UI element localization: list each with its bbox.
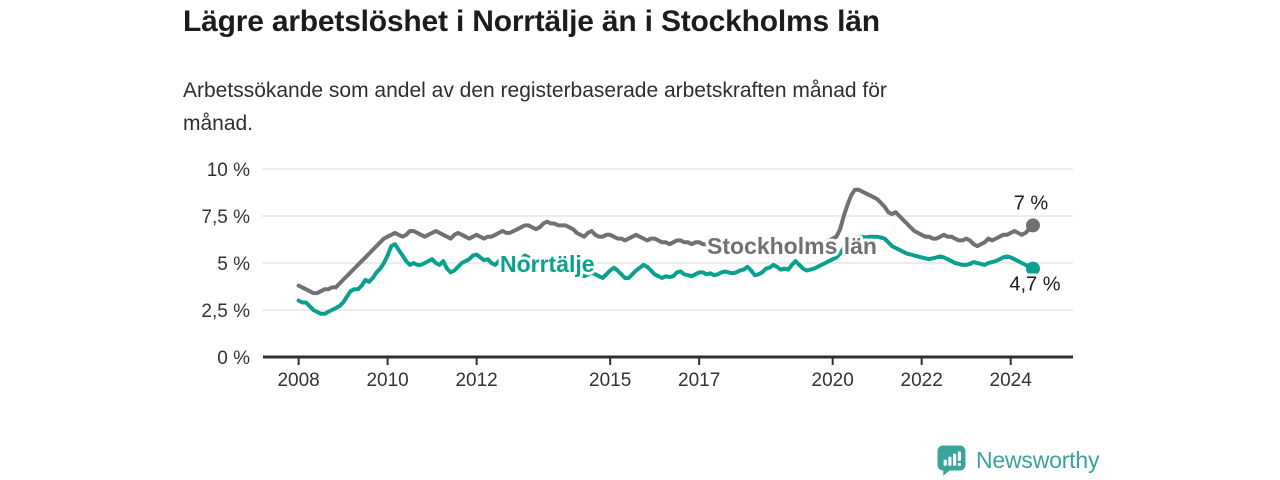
subtitle-line-1: Arbetssökande som andel av den registerb… xyxy=(183,79,887,102)
x-axis-tick-label: 2010 xyxy=(366,370,408,391)
x-axis-group: 2008 2010 2012 2015 2017 2020 2022 2024 xyxy=(263,355,1073,391)
x-axis-tick-label: 2024 xyxy=(990,370,1033,391)
y-axis-tick-label: 5 % xyxy=(217,254,250,275)
x-axis-tick-label: 2017 xyxy=(678,370,720,391)
y-axis-tick-label: 10 % xyxy=(207,160,250,181)
newsworthy-brand-label: Newsworthy xyxy=(976,447,1100,473)
y-axis-tick-label: 0 % xyxy=(217,348,250,369)
page-title: Lägre arbetslöshet i Norrtälje än i Stoc… xyxy=(183,5,880,38)
series-lines-group xyxy=(296,187,1035,316)
end-value-label-stockholms-lan: 7 % xyxy=(1014,192,1049,214)
x-axis-tick-label: 2015 xyxy=(589,370,631,391)
series-label-stockholms-lan: Stockholms län xyxy=(707,233,877,259)
newsworthy-logo-icon xyxy=(937,445,966,476)
series-line-stockholms-lan xyxy=(296,187,1035,296)
end-value-label-norrtalje: 4,7 % xyxy=(1009,274,1060,296)
gridlines-group: 0 % 2,5 % 5 % 7,5 % 10 % xyxy=(201,160,1073,369)
end-dot-stockholms-lan xyxy=(1025,218,1040,233)
chart-subtitle: Arbetssökande som andel av den registerb… xyxy=(183,74,1063,140)
y-axis-tick-label: 2,5 % xyxy=(201,301,250,322)
newsworthy-brand-link[interactable]: Newsworthy xyxy=(936,444,1099,477)
x-axis-tick-label: 2022 xyxy=(901,370,943,391)
end-dot-norrtalje xyxy=(1025,261,1040,276)
series-label-norrtalje: Norrtälje xyxy=(500,251,595,277)
x-axis-tick-label: 2012 xyxy=(455,370,497,391)
x-axis-tick-label: 2020 xyxy=(812,370,854,391)
series-line-norrtalje xyxy=(296,234,1035,316)
y-axis-tick-label: 7,5 % xyxy=(201,207,250,228)
subtitle-line-2: månad. xyxy=(183,112,254,135)
end-dots-group xyxy=(1025,218,1040,276)
x-axis-tick-label: 2008 xyxy=(277,370,319,391)
